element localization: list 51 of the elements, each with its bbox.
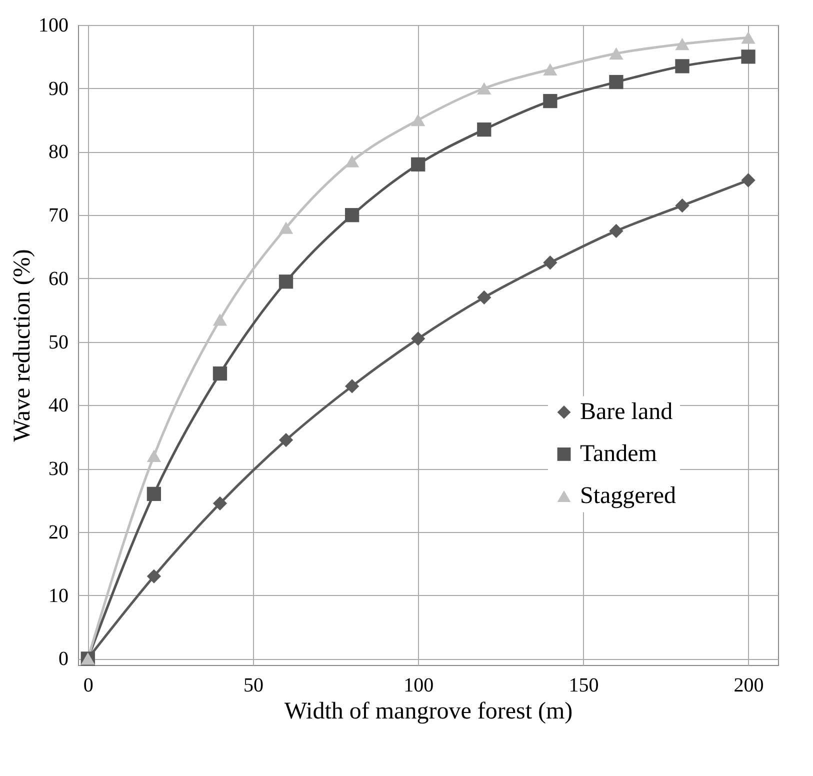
- y-tick-label: 80: [48, 141, 68, 164]
- y-tick-label: 100: [38, 14, 68, 36]
- point: [344, 155, 360, 168]
- point: [411, 332, 426, 346]
- x-tick-label: 100: [404, 674, 434, 696]
- point: [609, 224, 624, 238]
- point: [543, 256, 558, 270]
- point: [146, 569, 162, 584]
- point: [477, 290, 492, 305]
- point: [543, 63, 558, 76]
- point: [609, 74, 624, 90]
- point: [411, 114, 426, 126]
- point: [212, 496, 228, 510]
- legend-label: Staggered: [580, 483, 676, 510]
- legend-label: Tandem: [580, 441, 658, 468]
- x-tick-label: 150: [568, 674, 599, 696]
- point: [212, 366, 228, 381]
- legend-label: Bare land: [580, 399, 673, 426]
- point: [411, 157, 426, 172]
- y-tick-label: 20: [48, 521, 68, 544]
- point: [741, 32, 756, 44]
- point: [146, 486, 162, 501]
- x-tick-label: 50: [244, 674, 264, 696]
- point: [675, 59, 690, 74]
- y-tick-label: 70: [48, 204, 68, 227]
- y-tick-label: 50: [48, 331, 68, 354]
- point: [146, 450, 162, 462]
- y-tick-label: 60: [48, 268, 68, 290]
- point: [278, 222, 294, 234]
- x-tick-label: 0: [83, 674, 94, 696]
- y-tick-label: 0: [58, 648, 68, 670]
- y-tick-label: 30: [48, 458, 68, 480]
- y-tick-label: 90: [48, 78, 68, 100]
- y-tick-label: 10: [48, 584, 68, 607]
- y-tick-label: 40: [48, 394, 68, 417]
- point: [278, 432, 294, 448]
- point: [741, 50, 756, 64]
- point: [477, 122, 492, 137]
- point: [344, 208, 360, 222]
- point: [609, 47, 624, 60]
- x-tick-label: 200: [734, 674, 764, 696]
- point: [675, 38, 690, 50]
- point: [477, 82, 492, 94]
- point: [741, 173, 756, 188]
- point: [675, 198, 690, 213]
- point: [344, 379, 360, 394]
- point: [212, 314, 228, 326]
- x-axis-title: Width of mangrove forest (m): [284, 698, 573, 724]
- point: [543, 94, 558, 108]
- y-axis-title: Wave reduction (%): [10, 249, 36, 442]
- point: [278, 274, 294, 289]
